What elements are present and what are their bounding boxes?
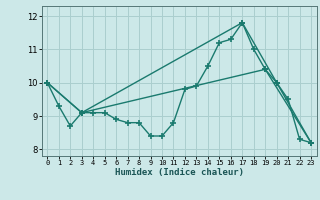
X-axis label: Humidex (Indice chaleur): Humidex (Indice chaleur): [115, 168, 244, 177]
